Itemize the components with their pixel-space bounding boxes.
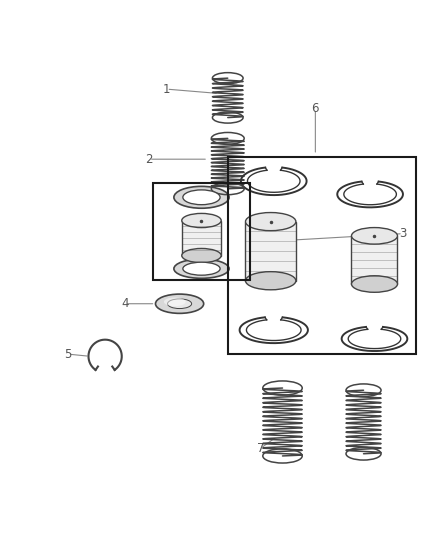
Ellipse shape (183, 262, 220, 275)
Ellipse shape (167, 299, 191, 309)
Text: 7: 7 (257, 442, 265, 455)
Ellipse shape (164, 297, 186, 306)
Ellipse shape (245, 272, 296, 290)
Bar (245, 222, 296, 281)
Ellipse shape (174, 259, 229, 278)
Ellipse shape (351, 276, 398, 292)
Text: 5: 5 (64, 348, 71, 361)
Bar (228, 157, 416, 354)
Text: 6: 6 (311, 102, 319, 115)
Bar (182, 221, 221, 255)
Text: 2: 2 (145, 152, 153, 166)
Text: 3: 3 (399, 227, 406, 240)
Ellipse shape (174, 187, 229, 208)
Ellipse shape (351, 228, 398, 244)
Ellipse shape (182, 213, 221, 228)
Ellipse shape (155, 294, 204, 313)
Text: 4: 4 (121, 297, 129, 310)
Ellipse shape (245, 213, 296, 231)
Text: 1: 1 (162, 83, 170, 95)
Bar (153, 183, 250, 280)
Ellipse shape (182, 248, 221, 263)
Bar (351, 236, 398, 284)
Ellipse shape (183, 190, 220, 205)
